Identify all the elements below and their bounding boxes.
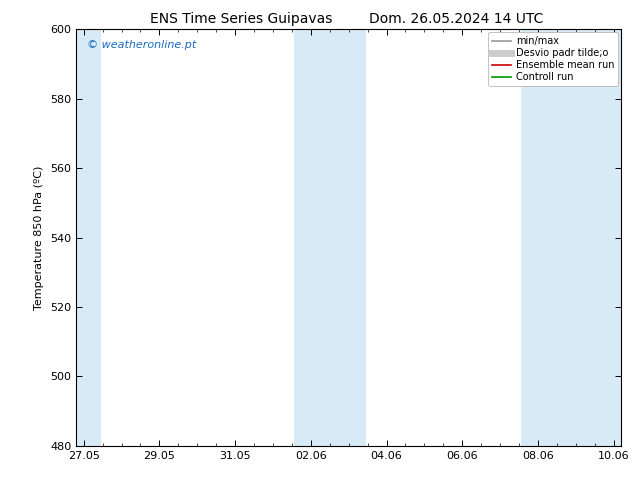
Legend: min/max, Desvio padr tilde;o, Ensemble mean run, Controll run: min/max, Desvio padr tilde;o, Ensemble m… — [488, 32, 618, 86]
Text: ENS Time Series Guipavas: ENS Time Series Guipavas — [150, 12, 332, 26]
Bar — [76, 29, 101, 446]
Bar — [521, 29, 621, 446]
Text: Dom. 26.05.2024 14 UTC: Dom. 26.05.2024 14 UTC — [369, 12, 544, 26]
Text: © weatheronline.pt: © weatheronline.pt — [87, 40, 197, 50]
Y-axis label: Temperature 850 hPa (ºC): Temperature 850 hPa (ºC) — [34, 166, 44, 310]
Bar — [294, 29, 366, 446]
